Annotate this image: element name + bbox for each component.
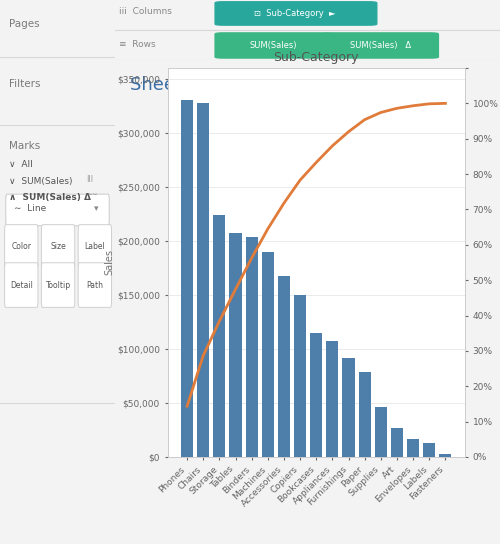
Bar bbox=[342, 358, 354, 457]
Bar bbox=[326, 341, 338, 457]
Text: Detail: Detail bbox=[10, 281, 32, 289]
Text: Pages: Pages bbox=[9, 19, 40, 29]
Text: ≡  Rows: ≡ Rows bbox=[119, 40, 156, 50]
Text: ∼  Line: ∼ Line bbox=[14, 204, 46, 213]
Bar bbox=[278, 276, 290, 457]
FancyBboxPatch shape bbox=[4, 225, 38, 269]
Bar bbox=[262, 252, 274, 457]
FancyBboxPatch shape bbox=[6, 194, 110, 226]
Text: ∼∼: ∼∼ bbox=[86, 191, 98, 197]
Text: ∨  SUM(Sales): ∨ SUM(Sales) bbox=[9, 177, 72, 187]
FancyBboxPatch shape bbox=[323, 33, 438, 58]
Text: iii  Columns: iii Columns bbox=[119, 8, 172, 16]
FancyBboxPatch shape bbox=[215, 33, 330, 58]
Text: SUM(Sales)   Δ: SUM(Sales) Δ bbox=[350, 41, 411, 50]
Text: Tooltip: Tooltip bbox=[46, 281, 70, 289]
Text: ∧  SUM(Sales) Δ: ∧ SUM(Sales) Δ bbox=[9, 193, 91, 202]
Bar bbox=[181, 101, 193, 457]
Text: Color: Color bbox=[12, 243, 32, 251]
Title: Sub-Category: Sub-Category bbox=[274, 51, 359, 64]
Bar bbox=[358, 372, 370, 457]
Text: ▾: ▾ bbox=[94, 204, 99, 213]
FancyBboxPatch shape bbox=[78, 263, 112, 307]
FancyBboxPatch shape bbox=[4, 263, 38, 307]
FancyBboxPatch shape bbox=[215, 2, 377, 25]
Bar bbox=[230, 233, 241, 457]
Bar bbox=[391, 428, 403, 457]
Text: SUM(Sales): SUM(Sales) bbox=[249, 41, 296, 50]
Bar bbox=[197, 103, 209, 457]
Text: Path: Path bbox=[86, 281, 104, 289]
Bar bbox=[310, 333, 322, 457]
Text: Sheet 8: Sheet 8 bbox=[130, 76, 200, 94]
FancyBboxPatch shape bbox=[42, 225, 75, 269]
Bar bbox=[407, 439, 419, 457]
Text: Size: Size bbox=[50, 243, 66, 251]
Text: ∨  All: ∨ All bbox=[9, 160, 33, 170]
Text: ⊡  Sub-Category  ►: ⊡ Sub-Category ► bbox=[254, 9, 335, 18]
Text: |||: ||| bbox=[86, 175, 94, 182]
FancyBboxPatch shape bbox=[78, 225, 112, 269]
Y-axis label: Sales: Sales bbox=[104, 250, 114, 275]
Bar bbox=[246, 237, 258, 457]
Bar bbox=[375, 406, 387, 457]
Bar bbox=[423, 443, 436, 457]
Text: Label: Label bbox=[84, 243, 105, 251]
Bar bbox=[214, 215, 226, 457]
Text: Marks: Marks bbox=[9, 141, 40, 151]
Bar bbox=[440, 454, 452, 457]
Bar bbox=[294, 295, 306, 457]
Text: Filters: Filters bbox=[9, 79, 40, 89]
FancyBboxPatch shape bbox=[42, 263, 75, 307]
